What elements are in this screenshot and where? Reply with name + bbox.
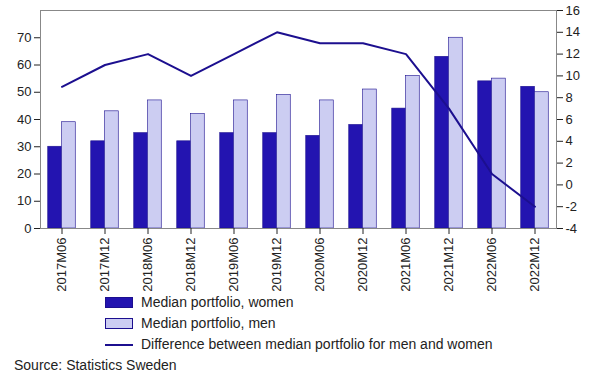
svg-text:30: 30 bbox=[17, 139, 31, 154]
html-text:Source: Statistics Sweden: Source: Statistics Sweden bbox=[14, 357, 177, 373]
svg-text:50: 50 bbox=[17, 84, 31, 99]
svg-text:10: 10 bbox=[17, 193, 31, 208]
svg-text:2020M12: 2020M12 bbox=[355, 238, 370, 292]
svg-text:2022M12: 2022M12 bbox=[527, 238, 542, 292]
svg-text:2: 2 bbox=[566, 155, 573, 170]
svg-text:8: 8 bbox=[566, 90, 573, 105]
svg-text:2020M06: 2020M06 bbox=[312, 238, 327, 292]
svg-text:2019M06: 2019M06 bbox=[226, 238, 241, 292]
svg-text:10: 10 bbox=[566, 68, 580, 83]
svg-text:2021M06: 2021M06 bbox=[398, 238, 413, 292]
svg-text:6: 6 bbox=[566, 112, 573, 127]
html-text:Median portfolio, men: Median portfolio, men bbox=[141, 315, 276, 331]
svg-text:2021M12: 2021M12 bbox=[441, 238, 456, 292]
svg-text:-2: -2 bbox=[566, 199, 578, 214]
svg-text:2017M06: 2017M06 bbox=[54, 238, 69, 292]
svg-text:2018M06: 2018M06 bbox=[140, 238, 155, 292]
svg-text:2017M12: 2017M12 bbox=[97, 238, 112, 292]
svg-text:40: 40 bbox=[17, 112, 31, 127]
html-text:Median portfolio, women: Median portfolio, women bbox=[141, 294, 294, 310]
html-text:Difference between median port: Difference between median portfolio for … bbox=[141, 336, 493, 352]
svg-text:70: 70 bbox=[17, 30, 31, 45]
svg-text:14: 14 bbox=[566, 24, 580, 39]
svg-text:2018M12: 2018M12 bbox=[183, 238, 198, 292]
svg-text:4: 4 bbox=[566, 133, 573, 148]
svg-text:0: 0 bbox=[566, 177, 573, 192]
svg-text:16: 16 bbox=[566, 3, 580, 18]
svg-text:-4: -4 bbox=[566, 221, 578, 236]
svg-text:12: 12 bbox=[566, 46, 580, 61]
svg-text:20: 20 bbox=[17, 166, 31, 181]
svg-text:0: 0 bbox=[24, 221, 31, 236]
svg-text:2022M06: 2022M06 bbox=[484, 238, 499, 292]
svg-text:60: 60 bbox=[17, 57, 31, 72]
svg-text:2019M12: 2019M12 bbox=[269, 238, 284, 292]
